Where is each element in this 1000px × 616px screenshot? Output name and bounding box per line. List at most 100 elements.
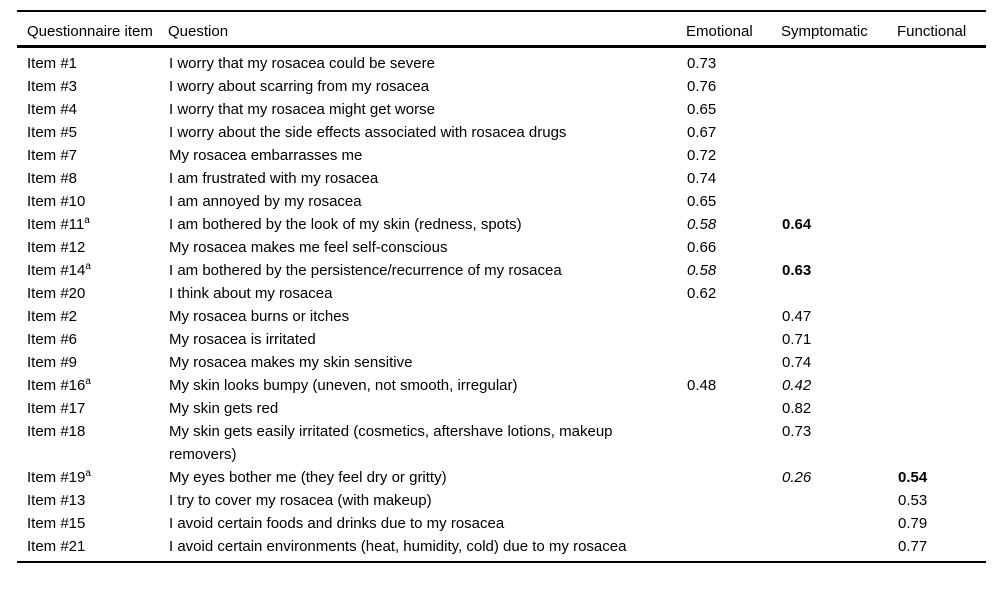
- emotional-value-cell: [686, 420, 781, 466]
- item-cell: Item #8: [17, 167, 168, 190]
- symptomatic-value-cell: [781, 167, 897, 190]
- item-label: Item #19: [27, 469, 86, 486]
- table-row: Item #15 I avoid certain foods and drink…: [17, 512, 986, 535]
- item-cell: Item #7: [17, 144, 168, 167]
- question-cell: I worry about the side effects associate…: [169, 124, 567, 141]
- item-label: Item #17: [27, 400, 86, 417]
- item-label: Item #6: [27, 331, 78, 348]
- symptomatic-value-cell: [781, 282, 897, 305]
- emotional-value-cell: 0.67: [687, 124, 717, 141]
- table-row: Item #20 I think about my rosacea 0.62: [17, 282, 986, 305]
- question-cell: I worry that my rosacea could be severe: [169, 55, 435, 72]
- functional-value-cell: [897, 98, 986, 121]
- column-header-questionnaire-item: Questionnaire item: [27, 23, 153, 40]
- table-row: Item #10 I am annoyed by my rosacea 0.65: [17, 190, 986, 213]
- table-row: Item #9 My rosacea makes my skin sensiti…: [17, 351, 986, 374]
- table-row: Item #17 My skin gets red 0.82: [17, 397, 986, 420]
- question-cell: I am annoyed by my rosacea: [169, 193, 362, 210]
- table-row: Item #14a I am bothered by the persisten…: [17, 259, 986, 282]
- functional-value-cell: [897, 328, 986, 351]
- functional-value-cell: [897, 75, 986, 98]
- symptomatic-value-cell: [781, 190, 897, 213]
- column-header-emotional: Emotional: [686, 23, 753, 40]
- emotional-value-cell: 0.65: [687, 193, 717, 210]
- item-label: Item #9: [27, 354, 78, 371]
- table-row: Item #21 I avoid certain environments (h…: [17, 535, 986, 562]
- question-cell: I worry that my rosacea might get worse: [169, 101, 435, 118]
- table-row: Item #5 I worry about the side effects a…: [17, 121, 986, 144]
- footnote-marker: a: [85, 468, 91, 479]
- item-label: Item #5: [27, 124, 78, 141]
- question-cell: My skin gets red: [169, 400, 279, 417]
- symptomatic-value-cell: 0.71: [782, 331, 812, 348]
- emotional-value-cell: [686, 397, 781, 420]
- symptomatic-value-cell: [781, 535, 897, 562]
- symptomatic-value-cell: 0.47: [782, 308, 812, 325]
- item-cell: Item #18: [17, 420, 168, 466]
- item-cell: Item #6: [17, 328, 168, 351]
- symptomatic-value-cell: 0.74: [782, 354, 812, 371]
- table-row: Item #2 My rosacea burns or itches 0.47: [17, 305, 986, 328]
- table-row: Item #7 My rosacea embarrasses me 0.72: [17, 144, 986, 167]
- question-cell: My rosacea makes my skin sensitive: [169, 354, 413, 371]
- question-cell: My skin looks bumpy (uneven, not smooth,…: [169, 377, 518, 394]
- emotional-value-cell: 0.48: [687, 377, 717, 394]
- functional-value-cell: [897, 351, 986, 374]
- question-cell: My rosacea burns or itches: [169, 308, 350, 325]
- item-cell: Item #9: [17, 351, 168, 374]
- item-cell: Item #4: [17, 98, 168, 121]
- emotional-value-cell: 0.65: [687, 101, 717, 118]
- question-cell: I am bothered by the persistence/recurre…: [169, 262, 562, 279]
- symptomatic-value-cell: [781, 489, 897, 512]
- item-cell: Item #14a: [17, 259, 168, 282]
- item-cell: Item #20: [17, 282, 168, 305]
- symptomatic-value-cell: 0.73: [782, 423, 812, 440]
- factor-loadings-table: Questionnaire item Question Emotional Sy…: [17, 10, 986, 563]
- question-cell: I worry about scarring from my rosacea: [169, 78, 430, 95]
- item-label: Item #2: [27, 308, 78, 325]
- item-label: Item #11: [27, 216, 85, 233]
- item-label: Item #20: [27, 285, 86, 302]
- symptomatic-value-cell: [781, 512, 897, 535]
- header-row: Questionnaire item Question Emotional Sy…: [17, 11, 986, 47]
- table-row: Item #13 I try to cover my rosacea (with…: [17, 489, 986, 512]
- footnote-marker: a: [85, 261, 91, 272]
- item-label: Item #1: [27, 55, 78, 72]
- functional-value-cell: [897, 167, 986, 190]
- column-header-symptomatic: Symptomatic: [781, 23, 868, 40]
- symptomatic-value-cell: [781, 144, 897, 167]
- table-row: Item #11a I am bothered by the look of m…: [17, 213, 986, 236]
- item-cell: Item #2: [17, 305, 168, 328]
- functional-value-cell: [897, 305, 986, 328]
- functional-value-cell: 0.77: [898, 538, 928, 555]
- question-cell: I avoid certain foods and drinks due to …: [169, 515, 505, 532]
- symptomatic-value-cell: 0.63: [782, 262, 812, 279]
- functional-value-cell: [897, 144, 986, 167]
- table-row: Item #19a My eyes bother me (they feel d…: [17, 466, 986, 489]
- emotional-value-cell: 0.73: [687, 55, 717, 72]
- item-cell: Item #13: [17, 489, 168, 512]
- item-cell: Item #10: [17, 190, 168, 213]
- emotional-value-cell: [686, 512, 781, 535]
- emotional-value-cell: [686, 535, 781, 562]
- functional-value-cell: [897, 121, 986, 144]
- item-label: Item #13: [27, 492, 86, 509]
- question-cell: My rosacea makes me feel self-conscious: [169, 239, 448, 256]
- question-cell: My skin gets easily irritated (cosmetics…: [169, 423, 613, 463]
- item-cell: Item #1: [17, 47, 168, 76]
- question-cell: My rosacea is irritated: [169, 331, 316, 348]
- item-label: Item #8: [27, 170, 78, 187]
- item-label: Item #14: [27, 262, 86, 279]
- functional-value-cell: [897, 259, 986, 282]
- question-cell: My rosacea embarrasses me: [169, 147, 363, 164]
- functional-value-cell: [897, 397, 986, 420]
- emotional-value-cell: 0.58: [687, 262, 717, 279]
- emotional-value-cell: [686, 489, 781, 512]
- functional-value-cell: [897, 374, 986, 397]
- table-row: Item #1 I worry that my rosacea could be…: [17, 47, 986, 76]
- item-label: Item #18: [27, 423, 86, 440]
- functional-value-cell: [897, 236, 986, 259]
- emotional-value-cell: [686, 328, 781, 351]
- question-cell: I am bothered by the look of my skin (re…: [169, 216, 522, 233]
- question-cell: My eyes bother me (they feel dry or grit…: [169, 469, 447, 486]
